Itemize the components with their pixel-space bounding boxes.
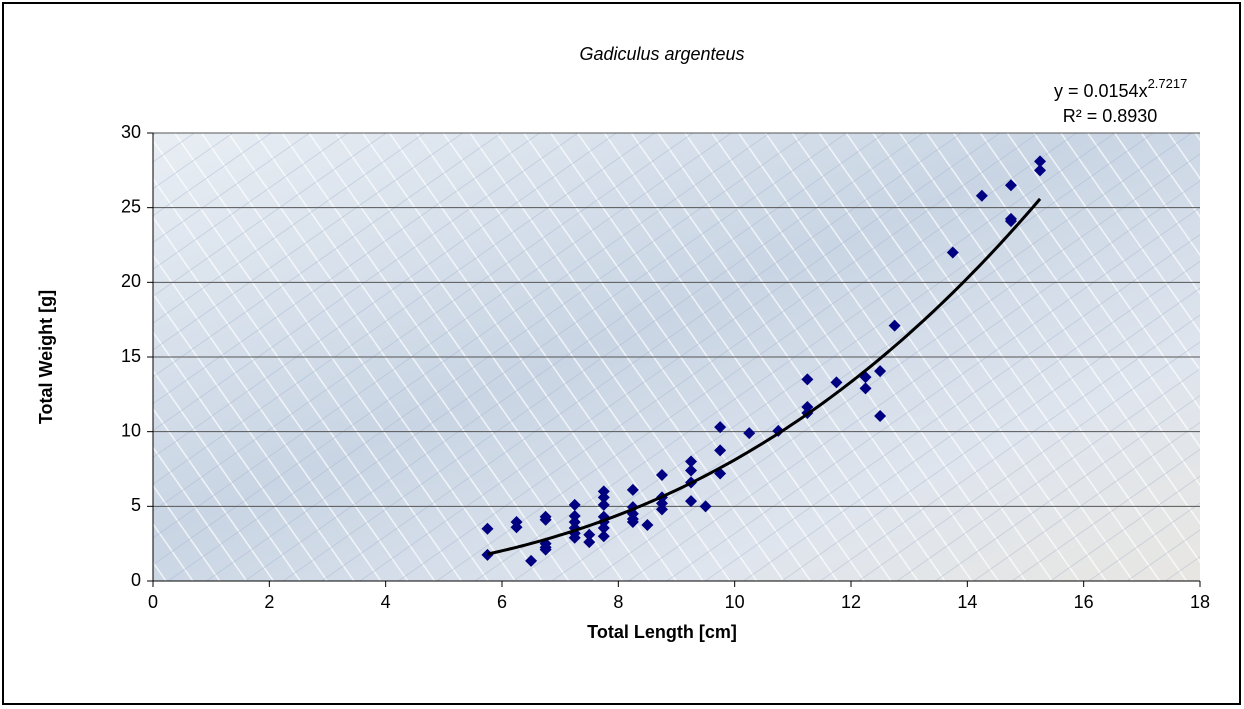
- data-point: [975, 189, 988, 202]
- data-point: [481, 522, 494, 535]
- data-point: [539, 513, 552, 526]
- data-point: [626, 501, 639, 514]
- x-tick-label: 14: [957, 592, 977, 612]
- data-point: [597, 521, 610, 534]
- data-point: [626, 516, 639, 529]
- data-point: [1034, 155, 1047, 168]
- x-tick-label: 4: [381, 592, 391, 612]
- y-tick-label: 10: [121, 420, 141, 440]
- data-point: [481, 548, 494, 561]
- y-tick-label: 0: [131, 570, 141, 590]
- data-point: [874, 409, 887, 422]
- equation-exponent: 2.7217: [1148, 76, 1188, 91]
- data-point: [888, 319, 901, 332]
- y-tick-label: 20: [121, 271, 141, 291]
- data-point: [583, 528, 596, 541]
- data-point: [655, 468, 668, 481]
- data-point: [626, 483, 639, 496]
- data-point: [597, 530, 610, 543]
- data-point: [1004, 179, 1017, 192]
- data-point: [801, 373, 814, 386]
- y-tick-label: 30: [121, 122, 141, 142]
- y-tick-label: 25: [121, 196, 141, 216]
- data-point: [539, 543, 552, 556]
- equation-base: y = 0.0154x: [1054, 81, 1148, 101]
- data-point: [685, 495, 698, 508]
- x-tick-label: 12: [841, 592, 861, 612]
- data-point: [583, 536, 596, 549]
- trend-r2: R² = 0.8930: [1063, 106, 1158, 126]
- data-point: [685, 464, 698, 477]
- trendline: [487, 197, 1042, 556]
- x-axis-label: Total Length [cm]: [587, 622, 737, 642]
- x-tick-label: 2: [264, 592, 274, 612]
- data-point: [1004, 215, 1017, 228]
- x-tick-label: 6: [497, 592, 507, 612]
- data-point: [714, 444, 727, 457]
- y-tick-label: 5: [131, 495, 141, 515]
- data-point: [568, 498, 581, 511]
- data-point: [699, 500, 712, 513]
- data-point: [859, 382, 872, 395]
- x-tick-label: 18: [1190, 592, 1210, 612]
- data-point: [525, 554, 538, 567]
- data-point: [641, 519, 654, 531]
- data-point: [597, 498, 610, 511]
- x-tick-label: 8: [613, 592, 623, 612]
- data-point: [946, 246, 959, 259]
- x-tick-label: 16: [1074, 592, 1094, 612]
- data-point: [830, 376, 843, 389]
- trend-equation: y = 0.0154x2.7217: [1054, 76, 1187, 100]
- data-point: [743, 427, 756, 440]
- x-tick-label: 10: [725, 592, 745, 612]
- data-point: [568, 531, 581, 544]
- data-point: [510, 521, 523, 534]
- data-point: [685, 455, 698, 468]
- y-axis-label: Total Weight [g]: [36, 290, 56, 424]
- data-point: [874, 365, 887, 378]
- data-point: [597, 491, 610, 504]
- chart-title: Gadiculus argenteus: [579, 44, 744, 64]
- data-point: [655, 503, 668, 516]
- data-point: [1034, 164, 1047, 177]
- y-tick-label: 15: [121, 346, 141, 366]
- x-tick-label: 0: [148, 592, 158, 612]
- data-point: [714, 421, 727, 434]
